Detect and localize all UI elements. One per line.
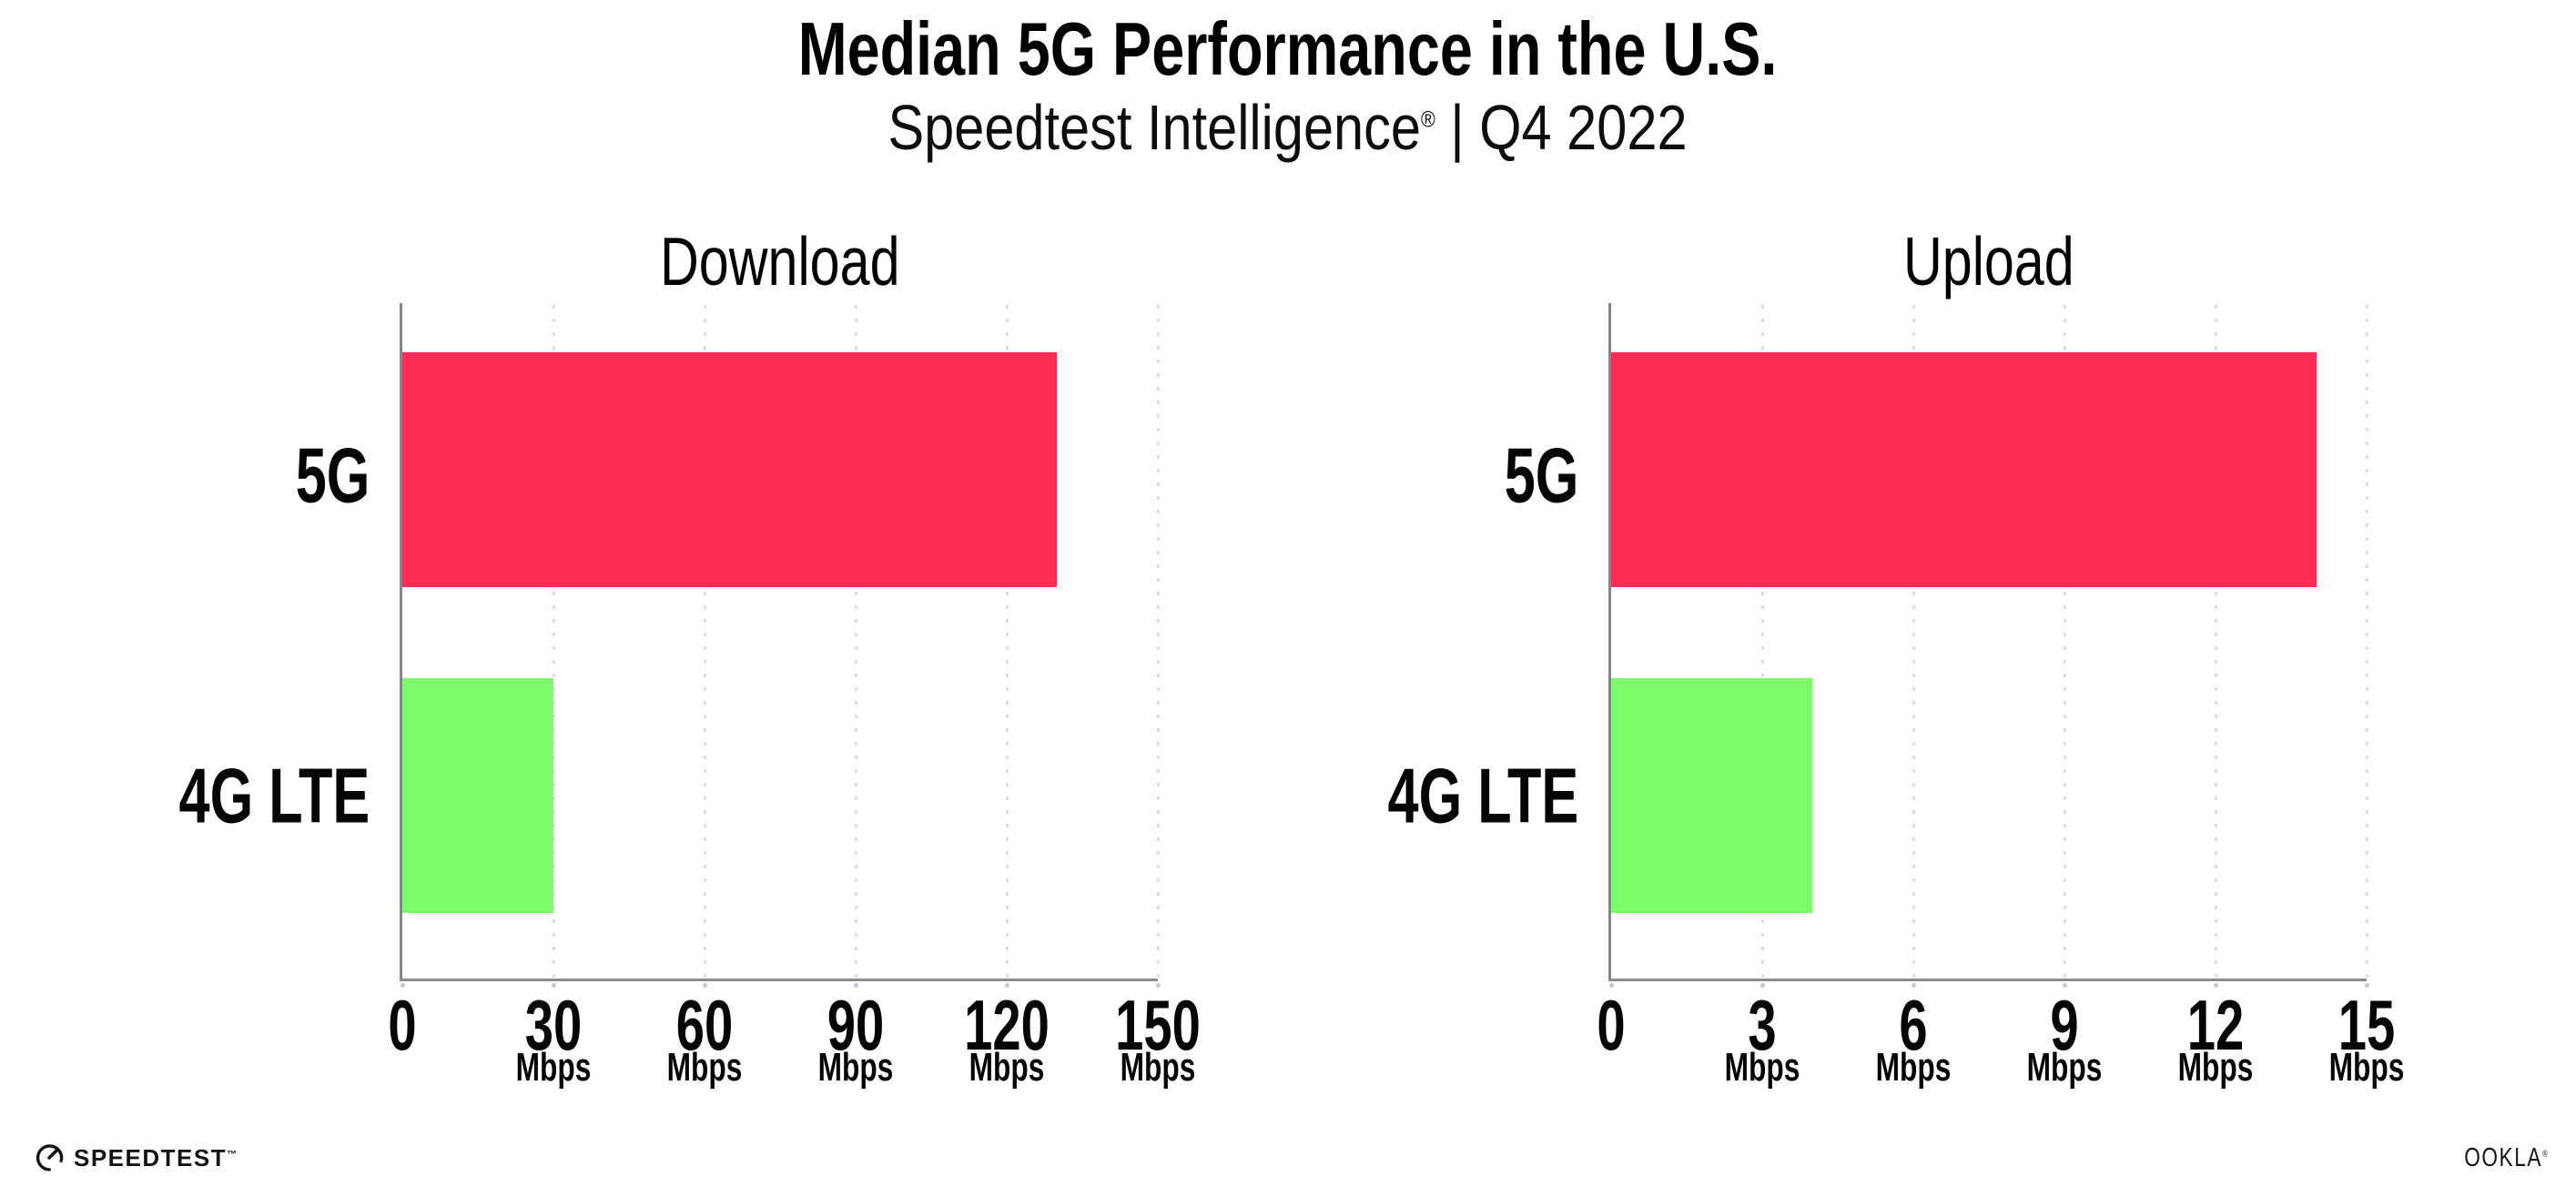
gridline xyxy=(1006,305,1009,979)
gridline xyxy=(2215,305,2217,979)
x-tick-unit: Mbps xyxy=(817,1045,894,1090)
x-tick-unit: Mbps xyxy=(969,1045,1045,1090)
x-tick-unit: Mbps xyxy=(515,1045,592,1090)
axis-tick-mark xyxy=(2063,983,2067,988)
page-subtitle: Speedtest Intelligence® | Q4 2022 xyxy=(0,92,2576,163)
axis-tick-mark xyxy=(1760,983,1765,988)
bar-5g xyxy=(402,352,1058,587)
category-label-4g-lte: 4G LTE xyxy=(178,753,370,840)
x-tick-label: 60 xyxy=(675,985,734,1065)
axis-tick-mark xyxy=(2365,983,2369,988)
gridline xyxy=(2064,305,2066,979)
x-tick-label: 0 xyxy=(1597,985,1626,1065)
x-tick-unit: Mbps xyxy=(1120,1045,1196,1090)
gridline xyxy=(855,305,857,979)
upload-chart-title: Upload xyxy=(1903,223,2074,299)
speedtest-logo: SPEEDTEST™ xyxy=(33,1140,238,1176)
ookla-wordmark: OOKLA® xyxy=(2463,1143,2549,1172)
axis-tick-mark xyxy=(2214,983,2218,988)
x-tick-label: 30 xyxy=(524,985,583,1065)
x-tick-label: 15 xyxy=(2338,985,2396,1065)
x-tick-label: 6 xyxy=(1899,985,1928,1065)
x-tick-unit: Mbps xyxy=(666,1045,743,1090)
download-plot-area: 0 30 Mbps 60 Mbps 90 Mbps 120 Mbps 150 Mbps 5G 4G LT… xyxy=(178,303,1201,1088)
category-label-4g-lte: 4G LTE xyxy=(1387,753,1578,840)
registered-mark-icon: ® xyxy=(1421,107,1436,133)
x-tick-unit: Mbps xyxy=(2026,1045,2103,1090)
axis-tick-mark xyxy=(703,983,707,988)
x-tick-label: 120 xyxy=(964,985,1050,1065)
speedtest-wordmark: SPEEDTEST™ xyxy=(74,1144,238,1172)
gridline xyxy=(553,305,555,979)
x-tick-unit: Mbps xyxy=(2177,1045,2254,1090)
gridline xyxy=(1761,305,1764,979)
x-tick-label: 3 xyxy=(1748,985,1777,1065)
download-chart-title: Download xyxy=(660,223,900,299)
subtitle-brand: Speedtest Intelligence xyxy=(887,92,1422,163)
x-tick-unit: Mbps xyxy=(2328,1045,2405,1090)
axis-tick-mark xyxy=(1005,983,1009,988)
gridline xyxy=(1157,305,1160,979)
page-subtitle-text: Speedtest Intelligence® | Q4 2022 xyxy=(887,92,1689,163)
trademark-icon: ™ xyxy=(227,1149,238,1161)
x-tick-label: 9 xyxy=(2050,985,2079,1065)
x-tick-label: 90 xyxy=(827,985,885,1065)
gridline xyxy=(2366,305,2368,979)
category-label-5g: 5G xyxy=(1504,432,1578,520)
upload-plot-area: 0 3 Mbps 6 Mbps 9 Mbps 12 Mbps 15 Mbps 5G 4G LTE xyxy=(1387,303,2404,1088)
x-tick-unit: Mbps xyxy=(1724,1045,1800,1090)
axis-tick-mark xyxy=(1609,983,1614,988)
axis-tick-mark xyxy=(401,983,405,988)
x-tick-label: 150 xyxy=(1115,985,1201,1065)
x-tick-label: 12 xyxy=(2186,985,2245,1065)
axis-tick-mark xyxy=(1156,983,1161,988)
ookla-logo: OOKLA® xyxy=(2440,1145,2549,1172)
page-title-text: Median 5G Performance in the U.S. xyxy=(798,6,1778,91)
x-tick-unit: Mbps xyxy=(1875,1045,1952,1090)
gridline xyxy=(1912,305,1915,979)
gridline xyxy=(704,305,706,979)
category-label-5g: 5G xyxy=(295,432,370,520)
axis-tick-mark xyxy=(854,983,858,988)
axis-tick-mark xyxy=(1912,983,1916,988)
speedtest-gauge-icon xyxy=(35,1144,64,1172)
axis-tick-mark xyxy=(552,983,556,988)
bar-4g-lte xyxy=(402,678,553,913)
bar-5g xyxy=(1611,352,2317,587)
registered-mark-icon: ® xyxy=(2541,1149,2549,1160)
x-tick-label: 0 xyxy=(388,985,417,1065)
bar-4g-lte xyxy=(1611,678,1813,913)
page-title: Median 5G Performance in the U.S. xyxy=(0,9,2576,88)
subtitle-period: | Q4 2022 xyxy=(1435,92,1689,163)
